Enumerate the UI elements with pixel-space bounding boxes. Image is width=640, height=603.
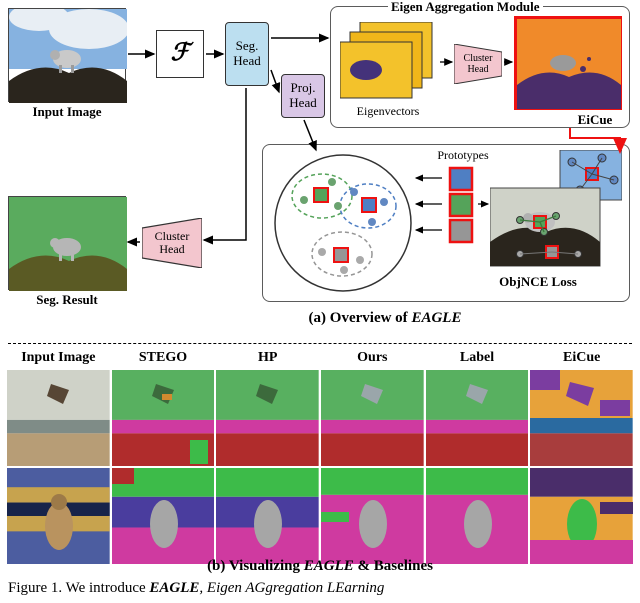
cell-eicue — [530, 468, 633, 564]
comparison-grid: Input Image STEGO HP Ours Label EiCue — [6, 350, 634, 565]
seg-result-label: Seg. Result — [8, 292, 126, 308]
figure-caption: Figure 1. We introduce EAGLE, Eigen AGgr… — [8, 580, 632, 597]
grid-header-row: Input Image STEGO HP Ours Label EiCue — [6, 350, 634, 369]
gridb-caption: (b) Visualizing EAGLE & Baselines — [0, 558, 640, 575]
overview-panel: Input Image Seg. Result ℱ Seg. Head Proj… — [0, 0, 640, 340]
eicue-label: EiCue — [560, 112, 630, 128]
col-header: Label — [425, 350, 530, 369]
input-image-svg — [9, 9, 127, 103]
seg-head-label: Seg. Head — [233, 39, 260, 69]
eigvec-label: Eigenvectors — [338, 104, 438, 119]
cluster-head-right-label: Cluster Head — [464, 53, 493, 75]
overview-caption: (a) Overview of EAGLE — [260, 310, 510, 327]
col-header: STEGO — [111, 350, 216, 369]
prototype-stack — [446, 166, 476, 244]
col-header: EiCue — [529, 350, 634, 369]
objnce-label: ObjNCE Loss — [478, 274, 598, 290]
col-header: Input Image — [6, 350, 111, 369]
cell-input — [7, 370, 110, 466]
cell-ours — [321, 370, 424, 466]
eigenvectors — [340, 22, 448, 100]
cluster-head-left-label: Cluster Head — [155, 230, 190, 256]
grid-row — [6, 369, 634, 467]
cluster-head-left: Cluster Head — [142, 218, 202, 268]
objnce-image-patch — [490, 150, 622, 268]
eicue-output — [514, 16, 622, 110]
col-header: HP — [215, 350, 320, 369]
cell-ours — [321, 468, 424, 564]
cell-eicue — [530, 370, 633, 466]
cell-label — [426, 370, 529, 466]
seg-head: Seg. Head — [225, 22, 269, 86]
seg-result-svg — [9, 197, 127, 291]
prototypes-label: Prototypes — [428, 148, 498, 163]
cell-hp — [216, 370, 319, 466]
embedding-space — [272, 152, 414, 294]
input-image — [8, 8, 126, 102]
seg-result — [8, 196, 126, 290]
cell-stego — [112, 370, 215, 466]
col-header: Ours — [320, 350, 425, 369]
cell-input — [7, 468, 110, 564]
proj-head-label: Proj. Head — [289, 81, 316, 111]
input-image-label: Input Image — [8, 104, 126, 120]
section-divider — [8, 343, 632, 344]
cell-stego — [112, 468, 215, 564]
cell-hp — [216, 468, 319, 564]
backbone-box: ℱ — [156, 30, 204, 78]
backbone-symbol: ℱ — [171, 40, 190, 68]
proj-head: Proj. Head — [281, 74, 325, 118]
grid-row — [6, 467, 634, 565]
eigen-module-title: Eigen Aggregation Module — [388, 0, 543, 15]
cell-label — [426, 468, 529, 564]
cluster-head-right: Cluster Head — [454, 44, 502, 84]
